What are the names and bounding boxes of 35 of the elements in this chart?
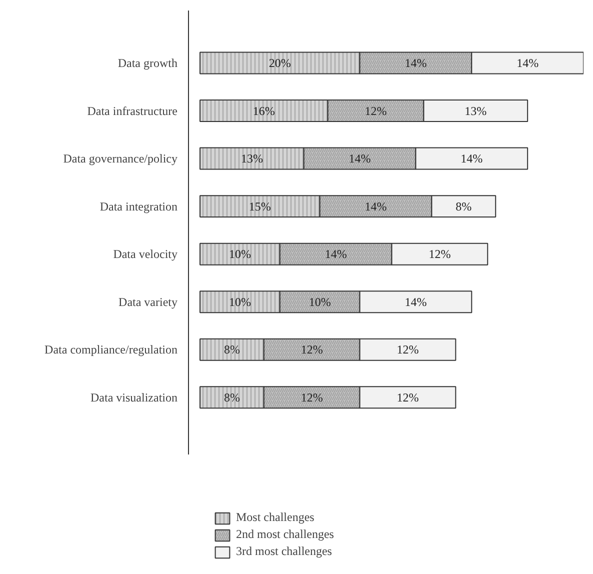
data-label: 12% <box>300 390 323 404</box>
y-tick-label: Data variety <box>118 294 178 309</box>
data-label: 10% <box>228 247 251 262</box>
data-label: 10% <box>308 294 331 309</box>
y-tick-label: Data compliance/regulation <box>44 342 178 357</box>
data-label: 14% <box>364 199 387 214</box>
data-label: 16% <box>252 104 275 118</box>
data-label: 8% <box>224 390 240 404</box>
data-label: 12% <box>396 390 419 404</box>
data-label: 14% <box>404 294 427 309</box>
y-tick-label: Data visualization <box>90 390 178 404</box>
y-tick-label: Data velocity <box>113 247 178 262</box>
data-label: 14% <box>324 247 347 262</box>
legend-label: 3rd most challenges <box>236 544 332 559</box>
data-label: 8% <box>224 342 240 357</box>
data-label: 12% <box>364 104 387 118</box>
data-label: 14% <box>516 56 539 70</box>
y-tick-label: Data infrastructure <box>87 104 178 118</box>
data-label: 14% <box>348 152 371 166</box>
data-label: 12% <box>428 247 451 262</box>
data-label: 8% <box>456 199 472 214</box>
data-label: 14% <box>404 56 427 70</box>
data-label: 13% <box>464 104 487 118</box>
data-label: 20% <box>268 56 291 70</box>
data-label: 10% <box>228 294 251 309</box>
y-tick-label: Data growth <box>118 56 178 70</box>
y-tick-label: Data integration <box>100 199 178 214</box>
data-label: 15% <box>248 199 271 214</box>
legend-label: 2nd most challenges <box>236 527 334 542</box>
y-tick-label: Data governance/policy <box>63 152 178 166</box>
data-label: 13% <box>240 152 263 166</box>
data-label: 14% <box>460 152 483 166</box>
legend-label: Most challenges <box>236 510 314 525</box>
data-label: 12% <box>300 342 323 357</box>
data-label: 12% <box>396 342 419 357</box>
